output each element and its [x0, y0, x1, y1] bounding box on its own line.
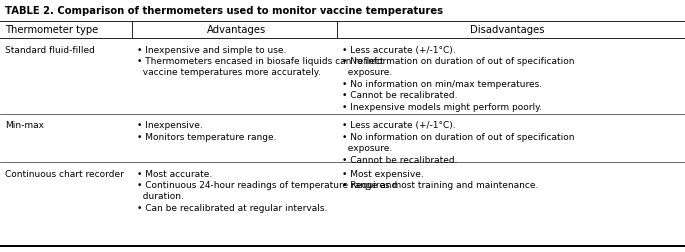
Text: • Less accurate (+/-1°C).
• No information on duration of out of specification
 : • Less accurate (+/-1°C). • No informati…	[342, 121, 575, 164]
Text: • Most accurate.
• Continuous 24-hour readings of temperature range and
  durati: • Most accurate. • Continuous 24-hour re…	[137, 169, 397, 212]
Text: • Most expensive.
• Requires most training and maintenance.: • Most expensive. • Requires most traini…	[342, 169, 539, 189]
Text: • Inexpensive.
• Monitors temperature range.: • Inexpensive. • Monitors temperature ra…	[137, 121, 277, 141]
Text: • Inexpensive and simple to use.
• Thermometers encased in biosafe liquids can r: • Inexpensive and simple to use. • Therm…	[137, 45, 384, 77]
Text: Min-max: Min-max	[5, 121, 45, 130]
Text: Disadvantages: Disadvantages	[470, 25, 544, 35]
Text: Thermometer type: Thermometer type	[5, 25, 99, 35]
Text: Continuous chart recorder: Continuous chart recorder	[5, 169, 125, 178]
Text: Standard fluid-filled: Standard fluid-filled	[5, 45, 95, 54]
Text: TABLE 2. Comparison of thermometers used to monitor vaccine temperatures: TABLE 2. Comparison of thermometers used…	[5, 6, 443, 16]
Text: Advantages: Advantages	[207, 25, 266, 35]
Text: • Less accurate (+/-1°C).
• No information on duration of out of specification
 : • Less accurate (+/-1°C). • No informati…	[342, 45, 575, 111]
